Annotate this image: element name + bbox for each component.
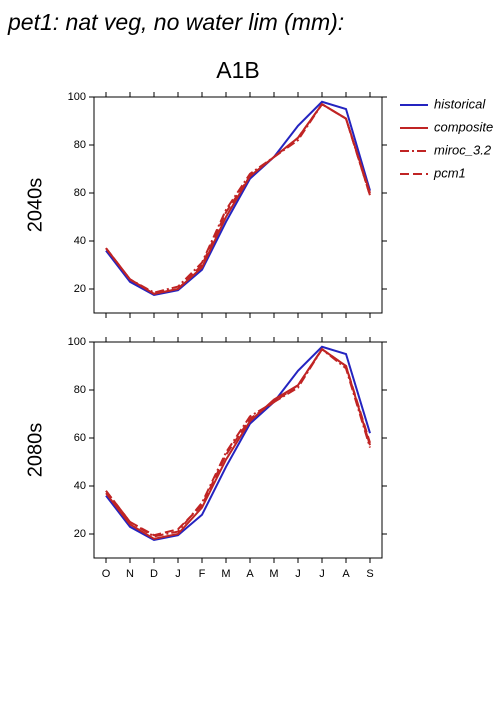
- x-tick-label: M: [221, 568, 230, 580]
- y-axis-label: 2080s: [24, 423, 46, 478]
- subtitle: A1B: [216, 57, 259, 83]
- x-tick-label: J: [175, 568, 181, 580]
- page-title: pet1: nat veg, no water lim (mm):: [7, 9, 344, 35]
- x-tick-label: D: [150, 568, 158, 580]
- y-tick-label: 40: [74, 235, 86, 247]
- plot-frame: [93, 341, 383, 559]
- x-tick-label: S: [366, 568, 373, 580]
- x-tick-label: M: [269, 568, 278, 580]
- x-tick-label: O: [102, 568, 111, 580]
- series-line: [105, 102, 371, 295]
- y-tick-label: 100: [68, 91, 86, 103]
- series-line: [105, 345, 371, 542]
- x-tick-label: A: [342, 568, 350, 580]
- legend-label: historical: [434, 96, 486, 111]
- y-tick-label: 20: [74, 283, 86, 295]
- series-line: [105, 102, 371, 294]
- y-tick-label: 40: [74, 480, 86, 492]
- series-line: [105, 347, 371, 537]
- y-tick-label: 100: [68, 336, 86, 348]
- legend-label: composite: [434, 119, 493, 134]
- y-tick-label: 80: [74, 187, 86, 199]
- plot-frame: [93, 96, 383, 314]
- x-tick-label: J: [319, 568, 325, 580]
- y-axis-label: 2040s: [24, 178, 46, 233]
- x-tick-label: F: [199, 568, 206, 580]
- legend-label: pcm1: [433, 165, 466, 180]
- y-tick-label: 60: [74, 432, 86, 444]
- x-tick-label: J: [295, 568, 301, 580]
- y-tick-label: 80: [74, 384, 86, 396]
- y-tick-label: 80: [74, 139, 86, 151]
- series-line: [105, 347, 371, 538]
- x-tick-label: N: [126, 568, 134, 580]
- legend-label: miroc_3.2: [434, 142, 492, 157]
- series-line: [105, 100, 371, 297]
- y-tick-label: 20: [74, 528, 86, 540]
- x-tick-label: A: [246, 568, 254, 580]
